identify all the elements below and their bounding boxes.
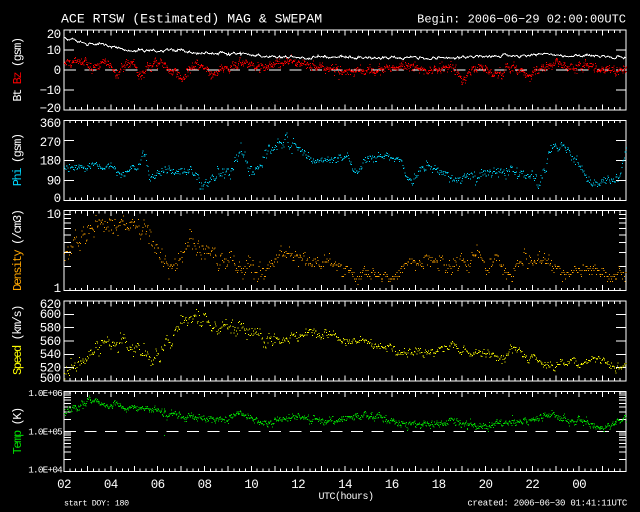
svg-text:14: 14 [338, 478, 352, 492]
svg-text:270: 270 [40, 136, 61, 150]
svg-text:16: 16 [385, 478, 399, 492]
svg-text:0: 0 [54, 192, 61, 206]
svg-text:90: 90 [47, 174, 61, 188]
svg-text:1.0E+04: 1.0E+04 [28, 465, 63, 476]
svg-text:18: 18 [432, 478, 446, 492]
svg-text:Temp (K): Temp (K) [11, 408, 25, 454]
svg-text:ACE RTSW (Estimated) MAG & SWE: ACE RTSW (Estimated) MAG & SWEPAM [61, 12, 322, 27]
svg-text:0: 0 [54, 64, 61, 78]
svg-text:00: 00 [572, 478, 586, 492]
svg-text:Bt Bz (gsm): Bt Bz (gsm) [11, 38, 25, 102]
svg-text:−10: −10 [40, 84, 61, 98]
svg-text:06: 06 [151, 478, 165, 492]
svg-text:1.0E+05: 1.0E+05 [28, 427, 62, 438]
svg-text:04: 04 [104, 478, 118, 492]
svg-text:580: 580 [40, 322, 61, 336]
svg-text:540: 540 [40, 348, 61, 362]
svg-text:start DOY: 180: start DOY: 180 [64, 500, 129, 509]
svg-text:Speed (km/s): Speed (km/s) [11, 306, 25, 375]
svg-text:180: 180 [40, 155, 61, 169]
svg-text:08: 08 [198, 478, 212, 492]
svg-text:02: 02 [57, 478, 71, 492]
svg-text:12: 12 [291, 478, 305, 492]
svg-text:10: 10 [47, 44, 61, 58]
svg-text:1: 1 [54, 282, 61, 296]
svg-text:−20: −20 [40, 102, 61, 116]
svg-text:620: 620 [40, 298, 61, 312]
svg-text:created: 2006−06−30 01:41:11UT: created: 2006−06−30 01:41:11UTC [467, 499, 628, 509]
svg-text:500: 500 [40, 372, 61, 386]
svg-text:UTC(hours): UTC(hours) [318, 491, 373, 503]
svg-text:Begin: 2006−06−29 02:00:00UTC: Begin: 2006−06−29 02:00:00UTC [417, 13, 626, 27]
svg-text:10: 10 [47, 208, 61, 222]
svg-text:600: 600 [40, 308, 61, 322]
svg-text:Phi (gsm): Phi (gsm) [11, 134, 25, 186]
svg-text:Density (/cm3): Density (/cm3) [11, 210, 25, 291]
svg-text:22: 22 [525, 478, 539, 492]
svg-text:560: 560 [40, 335, 61, 349]
svg-text:520: 520 [40, 361, 61, 375]
svg-text:360: 360 [40, 117, 61, 131]
svg-text:10: 10 [244, 478, 258, 492]
svg-text:20: 20 [479, 478, 493, 492]
svg-text:20: 20 [47, 28, 61, 42]
svg-text:1.0E+06: 1.0E+06 [28, 388, 62, 399]
